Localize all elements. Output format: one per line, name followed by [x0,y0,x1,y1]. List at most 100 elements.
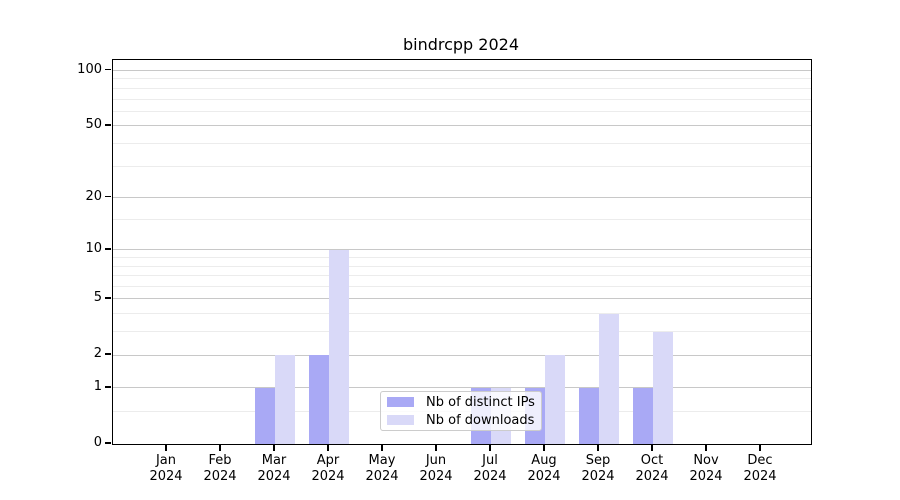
gridline-minor [113,78,811,80]
legend-swatch-downloads [387,415,414,425]
gridline-major [113,125,811,127]
y-axis-tick-label: 100 [77,61,102,77]
x-axis-label: Dec 2024 [733,453,787,485]
y-axis-tick-label: 10 [85,240,102,256]
x-axis-label-year: 2024 [689,469,723,484]
y-axis-tick-label: 0 [93,435,102,450]
y-axis-tick-mark [105,248,111,250]
chart-title: bindrcpp 2024 [402,35,520,54]
gridline-minor [113,275,811,277]
x-axis-label: May 2024 [355,453,409,485]
x-axis-label-month: Apr [316,453,340,468]
x-axis-label: Nov 2024 [679,453,733,485]
x-axis-label-year: 2024 [149,469,183,484]
x-axis-label: Jun 2024 [409,453,463,485]
bar-distinct-ips [309,355,329,444]
y-axis-tick-label: 1 [93,378,102,394]
gridline-major [113,387,811,389]
x-axis-label: Sep 2024 [571,453,625,485]
x-axis-tick-mark [489,444,491,451]
x-axis-label-month: Sep [585,453,611,468]
x-axis-label-month: Jul [482,453,498,468]
gridline-minor [113,331,811,333]
plot-area: Nb of distinct IPs Nb of downloads [112,59,812,445]
bar-downloads [545,355,565,444]
legend-label: Nb of downloads [426,412,535,428]
x-axis-tick-mark [219,444,221,451]
gridline-major [113,70,811,71]
x-axis-tick-mark [327,444,329,451]
gridline-major [113,249,811,251]
x-axis-label: Mar 2024 [247,453,301,485]
x-axis-tick-mark [543,444,545,451]
x-axis-label-year: 2024 [257,469,291,484]
gridline-major [113,298,811,300]
x-axis-label-year: 2024 [419,469,453,484]
gridline-major [113,354,811,356]
gridline-minor [113,265,811,267]
y-axis-tick-mark [105,195,111,198]
x-axis-label-year: 2024 [743,469,777,484]
x-axis-label-month: Oct [640,453,664,468]
legend-label: Nb of distinct IPs [426,394,535,410]
bar-downloads [275,355,295,444]
x-axis-label: Aug 2024 [517,453,571,485]
x-axis-label-month: Jan [155,453,177,468]
legend-item: Nb of distinct IPs [387,395,535,410]
gridline-minor [113,142,811,144]
x-axis-tick-mark [435,444,437,451]
x-axis-label: Jul 2024 [463,453,517,485]
y-axis-tick-mark [105,442,111,444]
x-axis-label-month: Jun [425,453,447,468]
legend: Nb of distinct IPs Nb of downloads [380,391,542,431]
x-axis-tick-mark [165,444,167,451]
x-axis-label-year: 2024 [635,469,669,484]
bar-downloads [653,331,673,444]
gridline-major [113,197,811,199]
y-axis-tick-label: 2 [93,346,102,362]
x-axis-label-year: 2024 [203,469,237,484]
gridline-minor [113,219,811,221]
x-axis-tick-mark [759,444,761,451]
legend-item: Nb of downloads [387,413,535,428]
gridline-minor [113,286,811,288]
x-axis-label-year: 2024 [473,469,507,484]
y-axis-tick-mark [105,297,111,299]
gridline-minor [113,87,811,89]
y-axis-tick-label: 20 [85,188,102,204]
x-axis-label-year: 2024 [365,469,399,484]
x-axis-label: Oct 2024 [625,453,679,485]
x-axis-label-month: Mar [261,453,287,468]
y-axis-tick-mark [105,68,111,71]
x-axis-label-year: 2024 [581,469,615,484]
gridline-minor [113,257,811,259]
x-axis-tick-mark [273,444,275,451]
gridline-minor [113,165,811,167]
x-axis-label: Feb 2024 [193,453,247,485]
x-axis-tick-mark [651,444,653,451]
x-axis-label-year: 2024 [527,469,561,484]
bar-downloads [599,313,619,444]
x-axis-label-month: Nov [693,453,719,468]
bar-distinct-ips [255,387,275,444]
x-axis-label-month: May [368,453,396,468]
gridline-minor [113,110,811,112]
bar-downloads [329,249,349,444]
gridline-minor [113,313,811,315]
y-axis-tick-mark [105,386,111,388]
bar-distinct-ips [633,387,653,444]
legend-swatch-distinct-ips [387,397,414,407]
y-axis-tick-mark [105,353,111,355]
gridline-minor [113,98,811,100]
x-axis-tick-mark [597,444,599,451]
y-axis-tick-mark [105,124,111,126]
x-axis-tick-mark [705,444,707,451]
x-axis-label-month: Feb [208,453,232,468]
x-axis-label-year: 2024 [311,469,345,484]
x-axis-label-month: Aug [531,453,557,468]
x-axis-tick-mark [381,444,383,451]
y-axis-tick-label: 5 [93,289,102,305]
bar-distinct-ips [579,387,599,444]
x-axis-label: Jan 2024 [139,453,193,485]
